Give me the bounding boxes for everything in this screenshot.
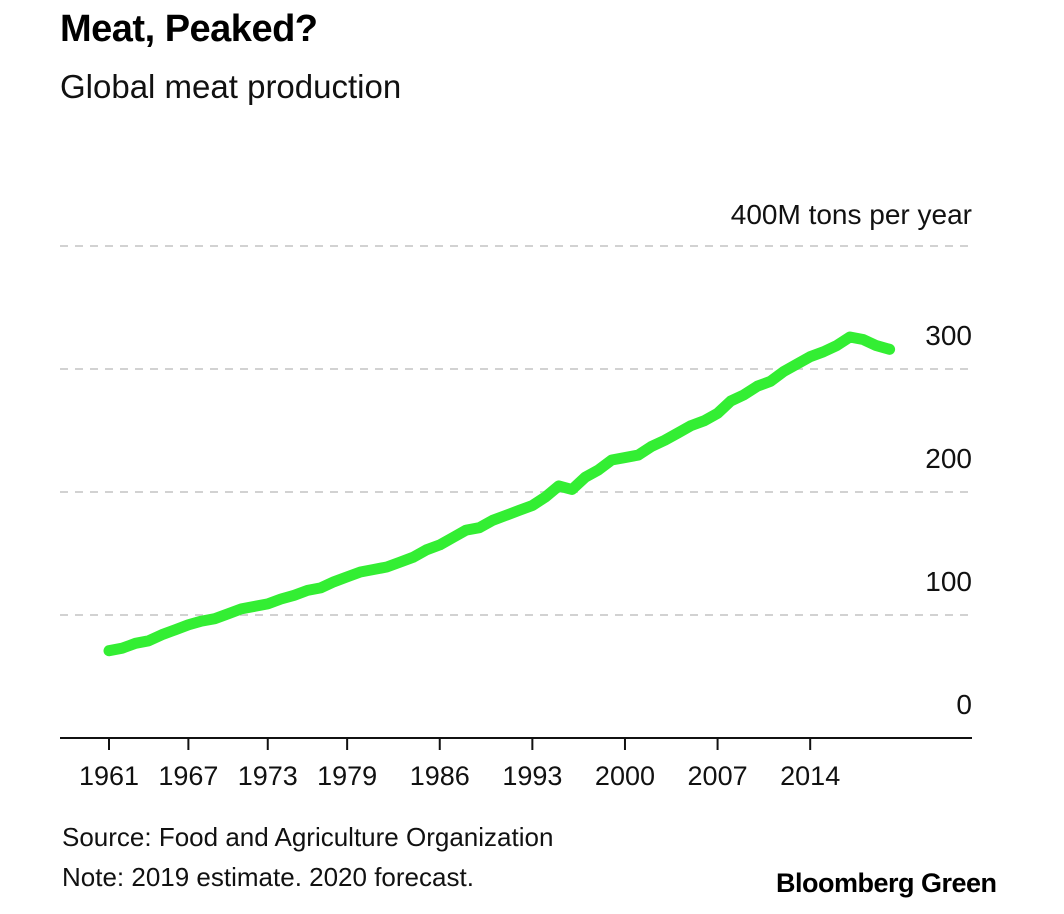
- x-tick-label: 1973: [238, 761, 298, 791]
- y-tick-label: 100: [925, 566, 972, 597]
- gridlines: [60, 245, 972, 616]
- series-layer: [103, 331, 896, 657]
- x-tick-label: 2007: [688, 761, 748, 791]
- x-tick-labels: 1961 1967 1973 1979 1986 1993 2000 2007 2014: [79, 738, 840, 791]
- x-tick-label: 1961: [79, 761, 139, 791]
- x-tick-label: 1967: [158, 761, 218, 791]
- source-note: Source: Food and Agriculture Organizatio…: [62, 822, 554, 852]
- y-tick-labels: 0 100 200 300 400M tons per year: [731, 199, 972, 720]
- x-tick-label: 1986: [410, 761, 470, 791]
- y-tick-label: 200: [925, 443, 972, 474]
- y-tick-label: 0: [956, 689, 972, 720]
- brand-logo: Bloomberg Green: [776, 868, 997, 898]
- y-tick-label: 400M tons per year: [731, 199, 972, 230]
- y-tick-label: 300: [925, 320, 972, 351]
- chart-title: Meat, Peaked?: [60, 8, 318, 50]
- series-line-meat-production: [103, 331, 896, 657]
- x-tick-label: 2000: [595, 761, 655, 791]
- chart-subtitle: Global meat production: [60, 68, 402, 105]
- x-tick-label: 1979: [317, 761, 377, 791]
- x-tick-label: 2014: [780, 761, 840, 791]
- x-tick-label: 1993: [502, 761, 562, 791]
- footnote: Note: 2019 estimate. 2020 forecast.: [62, 862, 474, 892]
